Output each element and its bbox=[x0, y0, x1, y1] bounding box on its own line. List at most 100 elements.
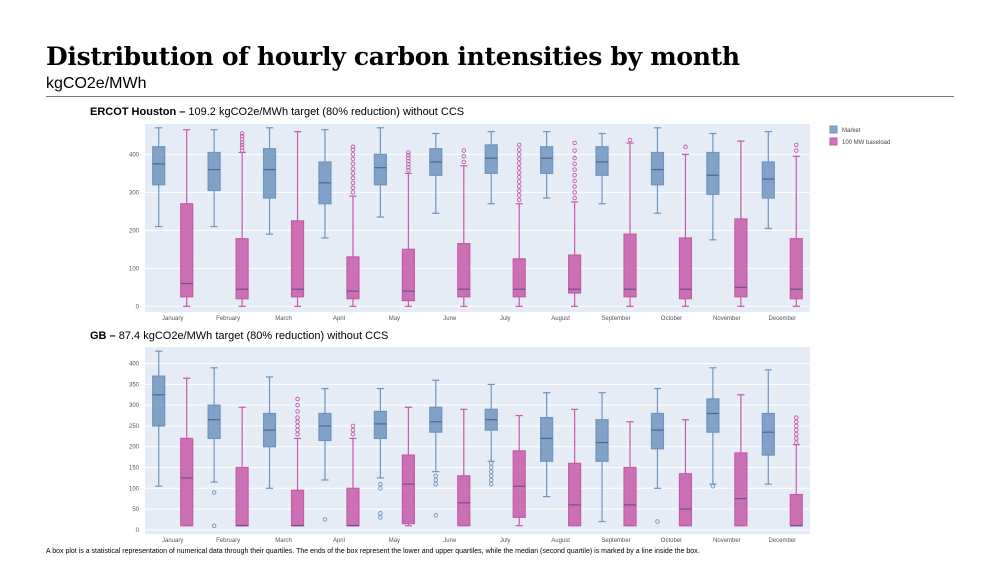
outlier-point bbox=[516, 147, 522, 153]
gb-box-baseload bbox=[623, 421, 637, 527]
outlier-point bbox=[406, 155, 411, 161]
outlier-point bbox=[516, 184, 522, 189]
box-iqr bbox=[318, 412, 332, 442]
box-iqr bbox=[401, 454, 415, 525]
box-iqr bbox=[623, 466, 637, 527]
gb-box-market bbox=[761, 369, 775, 485]
box-iqr bbox=[207, 404, 221, 440]
outlier-point bbox=[295, 415, 300, 420]
ercot-xtick-label: October bbox=[661, 316, 682, 322]
outlier-point bbox=[572, 190, 577, 195]
box-iqr bbox=[678, 473, 693, 527]
box-iqr bbox=[595, 146, 609, 176]
outlier-point bbox=[794, 432, 799, 437]
legend-swatch bbox=[829, 125, 838, 134]
outlier-point bbox=[406, 162, 411, 167]
outlier-point bbox=[378, 486, 383, 491]
outlier-point bbox=[572, 167, 577, 172]
ercot-ytick-label: 100 bbox=[129, 266, 140, 272]
outlier-point bbox=[461, 154, 467, 159]
box-iqr bbox=[706, 151, 720, 195]
outlier-point bbox=[794, 419, 799, 425]
ercot-box-market bbox=[373, 127, 387, 218]
legend-label: 100 MW baseload bbox=[842, 140, 890, 146]
legend-swatch bbox=[829, 137, 838, 146]
ercot-xtick-label: November bbox=[713, 316, 741, 322]
outlier-point bbox=[794, 427, 799, 433]
outlier-point bbox=[406, 158, 411, 164]
box-iqr bbox=[568, 254, 582, 294]
box-iqr bbox=[512, 258, 526, 298]
gb-box-baseload bbox=[734, 394, 748, 527]
box-iqr bbox=[180, 437, 194, 527]
box-iqr bbox=[152, 375, 166, 427]
outlier-point bbox=[350, 156, 356, 162]
outlier-point bbox=[350, 185, 356, 191]
outlier-point bbox=[488, 461, 494, 466]
outlier-point bbox=[488, 477, 494, 483]
ercot-xtick-label: September bbox=[601, 316, 630, 322]
ercot-box-baseload bbox=[568, 140, 582, 307]
box-iqr bbox=[235, 466, 249, 527]
outlier-point bbox=[683, 144, 688, 150]
gb-box-market bbox=[484, 383, 498, 487]
ercot-plot-area bbox=[145, 124, 810, 312]
box-iqr bbox=[678, 237, 693, 300]
gb-xtick-label: October bbox=[661, 538, 682, 544]
ercot-box-market bbox=[595, 132, 609, 205]
ercot-box-baseload bbox=[678, 144, 693, 307]
outlier-point bbox=[295, 419, 300, 425]
box-iqr bbox=[706, 398, 720, 433]
box-iqr bbox=[789, 493, 803, 527]
outlier-point bbox=[239, 139, 245, 145]
gb-plot-area bbox=[145, 347, 810, 534]
outlier-point bbox=[239, 145, 245, 150]
outlier-point bbox=[488, 473, 494, 479]
gb-box-baseload bbox=[568, 408, 582, 527]
ercot-legend: Market 100 MW baseload bbox=[829, 125, 890, 146]
outlier-point bbox=[239, 142, 245, 148]
box-iqr bbox=[429, 406, 443, 433]
ercot-box-baseload bbox=[346, 144, 360, 307]
outlier-point bbox=[433, 481, 439, 487]
outlier-point bbox=[295, 427, 300, 433]
box-iqr bbox=[595, 419, 609, 462]
outlier-point bbox=[239, 131, 245, 136]
outlier-point bbox=[211, 490, 217, 495]
outlier-point bbox=[433, 477, 439, 483]
outlier-point bbox=[794, 440, 799, 445]
outlier-point bbox=[516, 156, 522, 162]
ercot-box-market bbox=[484, 130, 498, 205]
box-iqr bbox=[512, 450, 526, 518]
gb-box-market bbox=[373, 387, 387, 520]
box-iqr bbox=[373, 410, 387, 440]
outlier-point bbox=[350, 166, 356, 172]
outlier-point bbox=[350, 175, 356, 181]
gb-box-market bbox=[318, 387, 332, 522]
ercot-box-market bbox=[429, 132, 443, 214]
box-iqr bbox=[457, 475, 471, 527]
gb-box-market bbox=[152, 350, 166, 487]
box-iqr bbox=[207, 151, 221, 192]
outlier-point bbox=[516, 165, 522, 171]
outlier-point bbox=[378, 515, 383, 520]
outlier-point bbox=[350, 190, 356, 195]
outlier-point bbox=[572, 140, 577, 146]
gb-xtick-label: May bbox=[389, 538, 400, 544]
ercot-ytick-label: 300 bbox=[129, 190, 140, 196]
outlier-point bbox=[406, 168, 411, 173]
outlier-point bbox=[350, 432, 356, 437]
page-title: Distribution of hourly carbon intensitie… bbox=[46, 42, 740, 71]
box-iqr bbox=[152, 146, 166, 186]
outlier-point bbox=[655, 519, 660, 524]
box-iqr bbox=[180, 203, 194, 298]
gb-xtick-label: December bbox=[768, 538, 796, 544]
ercot-box-baseload bbox=[512, 142, 526, 307]
outlier-point bbox=[572, 155, 577, 161]
box-iqr bbox=[346, 487, 360, 527]
ercot-chart-title-detail: 109.2 kgCO2e/MWh target (80% reduction) … bbox=[185, 106, 465, 118]
outlier-point bbox=[350, 423, 356, 429]
outlier-point bbox=[794, 415, 799, 420]
ercot-xtick-label: February bbox=[216, 316, 240, 322]
